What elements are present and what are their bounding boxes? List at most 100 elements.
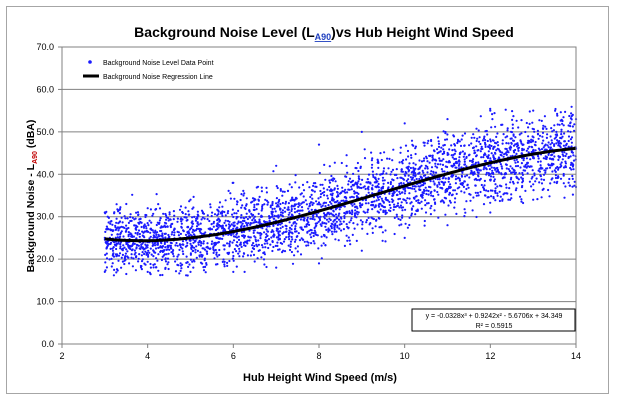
data-point bbox=[512, 149, 515, 152]
data-point bbox=[380, 226, 383, 229]
data-point bbox=[193, 215, 196, 218]
data-point bbox=[364, 202, 368, 205]
data-point bbox=[410, 212, 413, 215]
data-point bbox=[414, 175, 417, 178]
data-point bbox=[398, 190, 401, 193]
data-point bbox=[400, 160, 403, 163]
data-point bbox=[470, 169, 473, 172]
data-point bbox=[531, 121, 534, 124]
data-point bbox=[283, 238, 286, 241]
data-point bbox=[490, 166, 493, 169]
data-point bbox=[429, 191, 432, 195]
data-point bbox=[486, 139, 489, 143]
data-point bbox=[423, 141, 426, 144]
data-point bbox=[293, 254, 296, 257]
data-point bbox=[298, 204, 301, 207]
data-point bbox=[219, 237, 222, 240]
data-point bbox=[540, 182, 544, 185]
x-tick-label: 10 bbox=[400, 351, 410, 361]
data-point bbox=[400, 206, 403, 209]
data-point bbox=[291, 232, 294, 235]
data-point bbox=[515, 187, 518, 190]
data-point bbox=[239, 243, 242, 246]
data-point bbox=[298, 186, 301, 189]
data-point bbox=[312, 215, 315, 219]
data-point bbox=[395, 173, 398, 176]
data-point bbox=[113, 268, 116, 271]
data-point bbox=[412, 174, 415, 177]
data-point bbox=[352, 196, 355, 199]
data-point bbox=[433, 189, 436, 192]
data-point bbox=[446, 153, 449, 156]
data-point bbox=[135, 255, 138, 258]
data-point bbox=[360, 130, 363, 133]
data-point bbox=[461, 150, 464, 153]
data-point bbox=[436, 148, 439, 151]
data-point bbox=[331, 189, 334, 192]
data-point bbox=[433, 201, 437, 204]
data-point bbox=[136, 211, 140, 214]
data-point bbox=[341, 186, 344, 189]
data-point bbox=[313, 229, 316, 232]
data-point bbox=[442, 144, 445, 147]
data-point bbox=[199, 222, 202, 225]
data-point bbox=[289, 231, 292, 234]
data-point bbox=[290, 228, 293, 231]
data-point bbox=[323, 234, 326, 237]
data-point bbox=[429, 172, 432, 175]
data-point bbox=[319, 195, 322, 199]
data-point bbox=[166, 263, 169, 266]
data-point bbox=[255, 240, 258, 243]
data-point bbox=[427, 189, 430, 193]
data-point bbox=[172, 255, 175, 258]
data-point bbox=[483, 152, 486, 155]
data-point bbox=[248, 229, 251, 232]
data-point bbox=[115, 203, 118, 206]
data-point bbox=[253, 203, 256, 206]
data-point bbox=[430, 170, 433, 173]
data-point bbox=[293, 221, 296, 224]
data-point bbox=[281, 232, 284, 235]
data-point bbox=[553, 144, 556, 147]
data-point bbox=[203, 217, 206, 220]
data-point bbox=[442, 200, 445, 203]
data-point bbox=[278, 248, 281, 251]
data-point bbox=[205, 262, 208, 265]
y-tick-label: 50.0 bbox=[36, 127, 54, 137]
data-point bbox=[181, 211, 184, 215]
data-point bbox=[370, 216, 373, 219]
data-point bbox=[567, 156, 570, 160]
data-point bbox=[178, 243, 181, 246]
data-point bbox=[350, 188, 353, 191]
data-point bbox=[489, 178, 492, 181]
data-point bbox=[369, 182, 372, 185]
data-point bbox=[422, 171, 425, 174]
data-point bbox=[144, 225, 147, 228]
data-point bbox=[392, 194, 395, 197]
data-point bbox=[258, 218, 261, 221]
data-point bbox=[114, 244, 117, 247]
data-point bbox=[556, 180, 559, 183]
data-point bbox=[194, 239, 197, 242]
data-point bbox=[484, 143, 487, 146]
data-point bbox=[128, 246, 131, 249]
data-point bbox=[239, 216, 243, 219]
data-point bbox=[378, 217, 381, 220]
data-point bbox=[269, 243, 272, 246]
data-point bbox=[223, 263, 226, 266]
data-point bbox=[275, 202, 278, 205]
data-point bbox=[404, 199, 407, 202]
data-point bbox=[288, 183, 291, 186]
data-point bbox=[458, 179, 461, 182]
data-point bbox=[177, 253, 180, 256]
data-point bbox=[559, 111, 562, 114]
data-point bbox=[487, 190, 490, 193]
data-point bbox=[496, 185, 499, 188]
data-point bbox=[482, 137, 486, 140]
data-point bbox=[379, 152, 382, 155]
data-point bbox=[437, 145, 441, 148]
data-point bbox=[221, 260, 224, 263]
data-point bbox=[223, 244, 226, 247]
data-point bbox=[505, 142, 508, 145]
data-point bbox=[272, 230, 275, 233]
